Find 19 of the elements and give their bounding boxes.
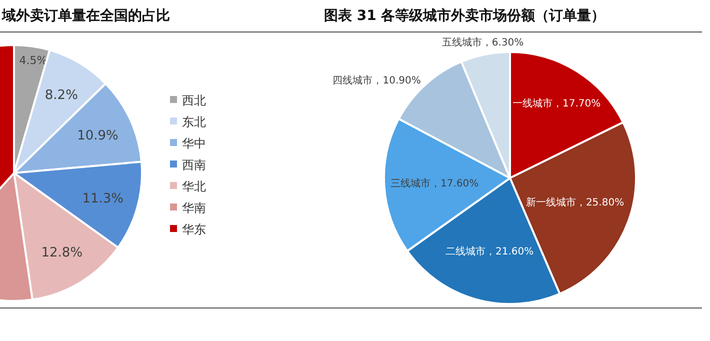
data-label: 10.9%: [77, 128, 118, 144]
chart-title: 域外卖订单量在全国的占比: [1, 8, 170, 24]
legend-label: 西南: [182, 158, 206, 172]
data-label: 12.8%: [41, 246, 83, 261]
legend-label: 华东: [182, 222, 206, 236]
slice-label: 五线城市，6.30%: [442, 36, 524, 49]
slice-label: 二线城市，21.60%: [446, 245, 534, 258]
legend-label: 东北: [182, 115, 206, 129]
data-label: 8.2%: [44, 88, 78, 103]
chart-title: 图表 31 各等级城市外卖市场份额（订单量）: [324, 7, 606, 24]
legend-label: 华北: [182, 180, 206, 194]
slice-label: 一线城市，17.70%: [512, 98, 601, 110]
legend-label: 华南: [182, 201, 206, 215]
legend-label: 华中: [182, 136, 206, 150]
data-label: 11.3%: [82, 191, 124, 206]
slice-label: 三线城市，17.60%: [390, 177, 479, 190]
slice-label: 新一线城市，25.80%: [526, 196, 624, 209]
slice-label: 四线城市，10.90%: [332, 74, 421, 87]
legend-label: 西北: [182, 94, 206, 108]
